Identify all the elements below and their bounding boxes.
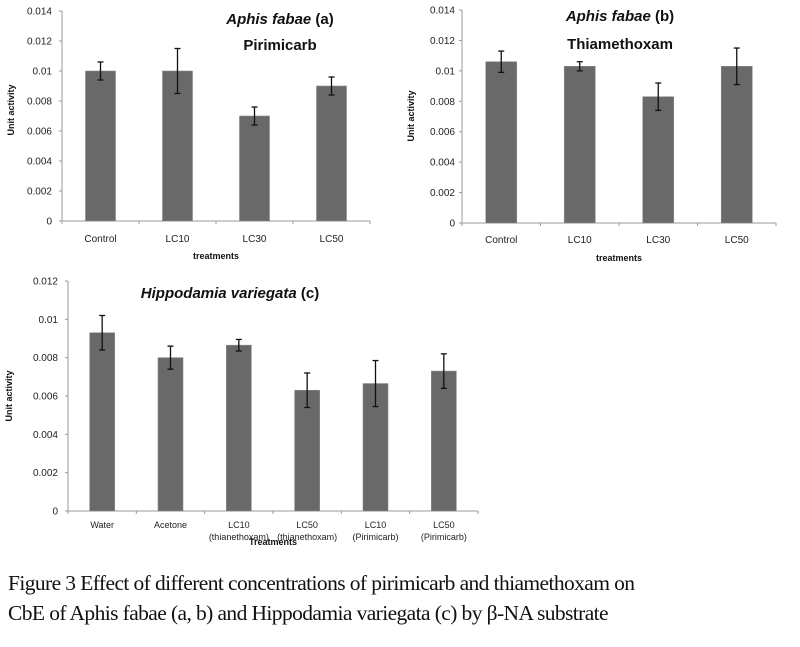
bar [89, 332, 115, 512]
y-tick-label: 0.006 [430, 127, 455, 138]
y-tick-label: 0.008 [430, 97, 455, 108]
chart-subtitle: Thiamethoxam [567, 36, 673, 53]
x-category-label: LC10 [166, 234, 190, 245]
chart-title-species: Aphis fabae [565, 8, 651, 25]
chart-panel-c: 0 0.002 0.004 0.006 0.008 0.01 0.012 Water Aceto… [4, 277, 479, 547]
x-category-label: Water [90, 520, 114, 530]
y-tick-label: 0.01 [33, 67, 53, 78]
x-category-label: (Pirimicarb) [421, 532, 467, 542]
y-tick-label: 0.008 [33, 353, 58, 364]
bar [239, 115, 270, 222]
y-axis-label: Unit activity [406, 90, 416, 141]
y-tick-label: 0.002 [33, 468, 58, 479]
y-tick-label: 0.012 [27, 37, 52, 48]
chart-title: Aphis fabae (b) [565, 8, 674, 25]
bar [642, 96, 675, 224]
x-axis-label: treatments [596, 253, 642, 263]
x-category-label: Control [84, 234, 116, 245]
x-category-label: LC50 [320, 234, 344, 245]
y-tick-label: 0.014 [430, 6, 455, 17]
y-tick-label: 0.004 [27, 157, 52, 168]
chart-title-species: Aphis fabae [225, 11, 311, 28]
y-tick-label: 0.004 [33, 430, 58, 441]
caption-line-2: CbE of Aphis fabae (a, b) and Hippodamia… [8, 601, 609, 625]
x-category-label: LC30 [646, 235, 670, 246]
bar [563, 65, 596, 224]
x-category-label: Control [485, 235, 517, 246]
x-category-label: LC50 [725, 235, 749, 246]
chart-panel-b: 0 0.002 0.004 0.006 0.008 0.01 0.012 0.014 Contr… [406, 6, 777, 263]
bar [226, 344, 252, 512]
y-tick-label: 0.012 [430, 36, 455, 47]
caption-line-1: Figure 3 Effect of different concentrati… [8, 571, 635, 595]
x-category-label: LC10 [365, 520, 387, 530]
chart-subtitle: Pirimicarb [243, 37, 316, 54]
bar [720, 65, 753, 224]
y-axis-label: Unit activity [4, 370, 14, 421]
y-tick-label: 0.01 [436, 66, 456, 77]
x-category-label: LC10 [228, 520, 250, 530]
x-category-label: (Pirimicarb) [353, 532, 399, 542]
y-tick-label: 0.004 [430, 158, 455, 169]
y-tick-label: 0.002 [430, 188, 455, 199]
bar [485, 61, 518, 224]
y-tick-label: 0.008 [27, 97, 52, 108]
bar [431, 370, 457, 512]
x-axis-label: Treatments [249, 537, 297, 547]
y-tick-label: 0 [52, 507, 58, 518]
chart-title: Hippodamia variegata (c) [141, 285, 319, 302]
x-category-label: (thianethoxam) [277, 532, 337, 542]
x-category-label: LC50 [296, 520, 318, 530]
x-category-label: Acetone [154, 520, 187, 530]
x-category-label: (thianethoxam) [209, 532, 269, 542]
bar [157, 357, 184, 512]
y-axis-label: Unit activity [6, 84, 16, 135]
y-tick-label: 0 [46, 217, 52, 228]
x-axis-label: treatments [193, 251, 239, 261]
y-tick-label: 0.002 [27, 187, 52, 198]
chart-title: Aphis fabae (a) [225, 11, 334, 28]
x-category-label: LC30 [243, 234, 267, 245]
y-tick-label: 0.012 [33, 277, 58, 288]
chart-title-panel: (a) [311, 11, 334, 28]
x-category-label: LC50 [433, 520, 455, 530]
y-tick-label: 0.006 [33, 392, 58, 403]
bar [294, 389, 320, 512]
figure-caption: Figure 3 Effect of different concentrati… [8, 568, 798, 628]
y-tick-label: 0.006 [27, 127, 52, 138]
chart-title-panel: (c) [297, 285, 320, 302]
x-category-label: LC10 [568, 235, 592, 246]
chart-title-species: Hippodamia variegata [141, 285, 297, 302]
y-tick-label: 0 [449, 219, 455, 230]
y-tick-label: 0.014 [27, 7, 52, 18]
y-tick-label: 0.01 [39, 315, 59, 326]
figure-canvas: 0 0.002 0.004 0.006 0.008 0.01 0.012 0.014 Contr… [4, 6, 777, 547]
chart-title-panel: (b) [651, 8, 674, 25]
bar [85, 70, 116, 222]
chart-panel-a: 0 0.002 0.004 0.006 0.008 0.01 0.012 0.014 Contr… [6, 7, 371, 261]
bar [316, 85, 347, 222]
